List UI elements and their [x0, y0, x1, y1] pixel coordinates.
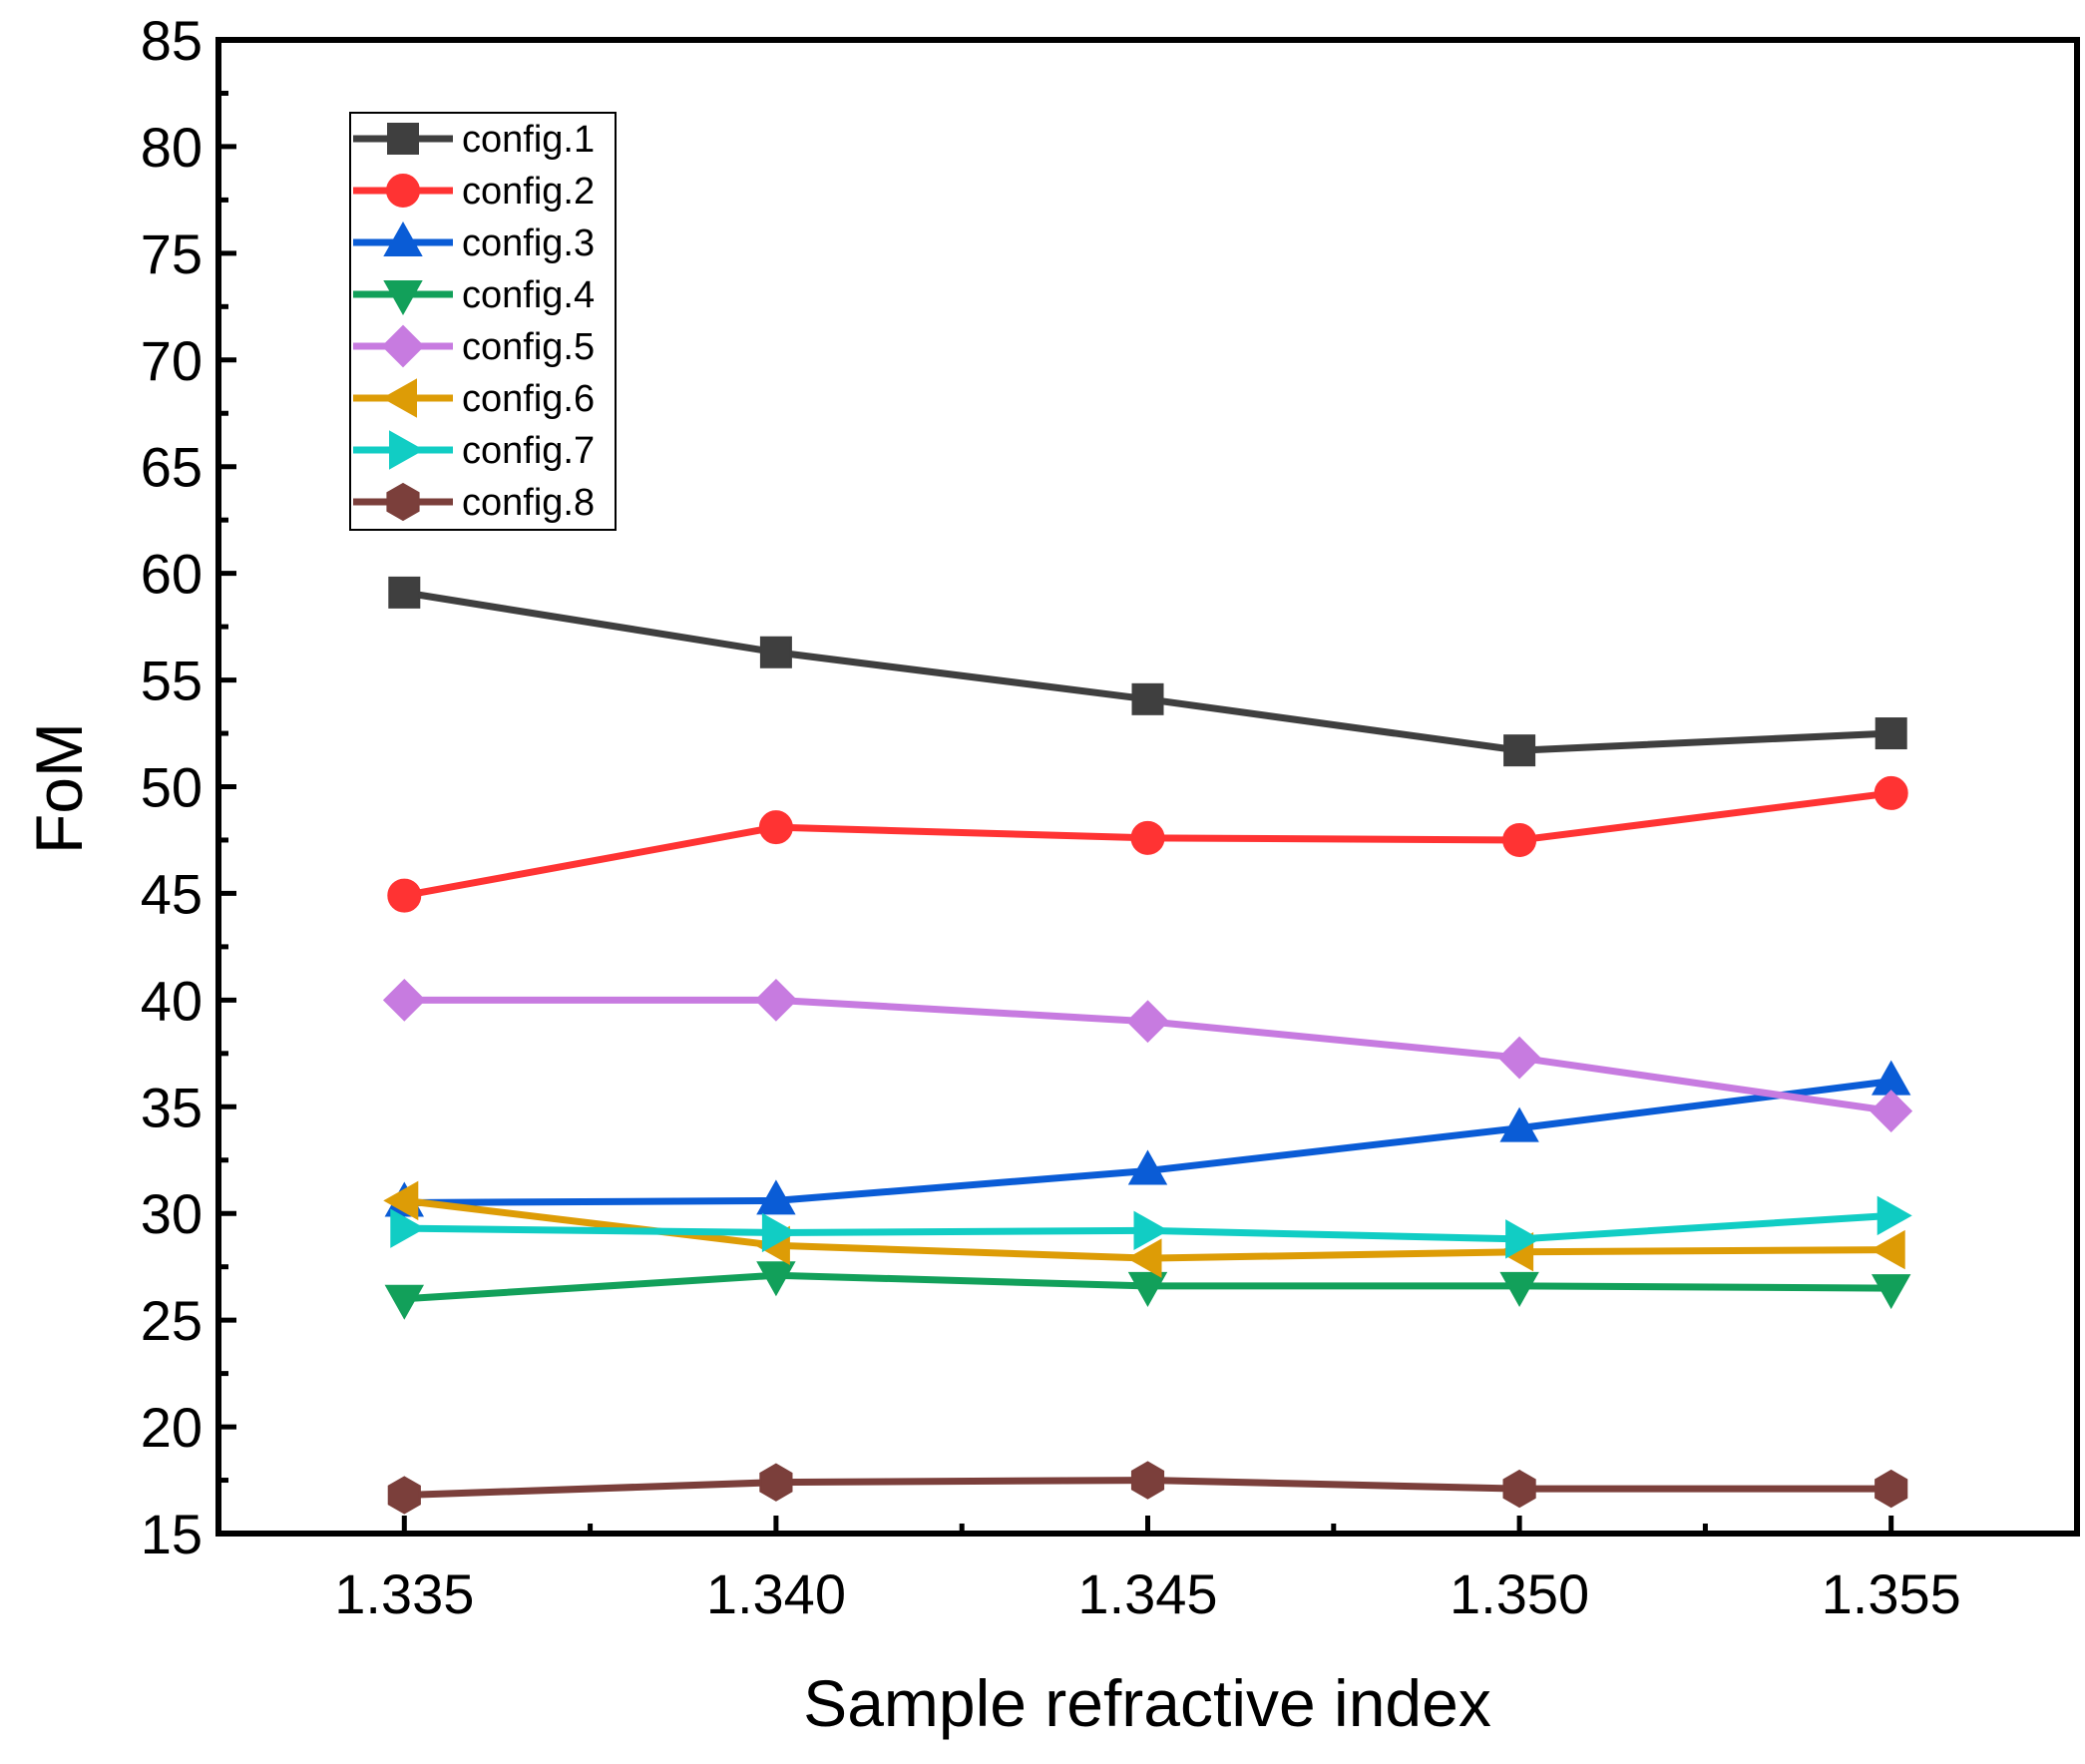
series-config-1: [388, 576, 1907, 767]
legend-marker: [386, 174, 420, 208]
plot-frame: [215, 37, 2080, 1537]
data-point: [382, 978, 426, 1022]
data-point: [1871, 1274, 1911, 1310]
legend-entry: config.3: [353, 220, 595, 264]
legend-marker: [381, 324, 425, 368]
data-point: [756, 1179, 796, 1215]
x-tick-label: 1.340: [706, 1562, 846, 1625]
data-point: [756, 1261, 796, 1297]
data-point: [1133, 1210, 1169, 1251]
series-config-8: [387, 1461, 1908, 1515]
x-tick-label: 1.355: [1822, 1562, 1961, 1625]
legend-entry: config.2: [353, 171, 595, 213]
series-config-4: [384, 1261, 1911, 1320]
legend-marker: [381, 378, 417, 418]
y-tick-label: 35: [141, 1076, 203, 1138]
data-point: [1876, 1195, 1912, 1236]
legend-entry: config.5: [353, 324, 595, 368]
data-point: [759, 1463, 793, 1502]
data-point: [1874, 775, 1908, 810]
data-point: [754, 978, 798, 1022]
y-tick-label: 30: [141, 1182, 203, 1245]
legend-label: config.6: [462, 378, 595, 420]
data-point: [387, 878, 422, 913]
data-point: [1875, 717, 1907, 750]
data-point: [1126, 1238, 1162, 1278]
data-point: [1502, 822, 1537, 857]
data-point: [1127, 1271, 1168, 1307]
data-point: [1503, 734, 1536, 767]
y-tick-label: 55: [141, 650, 203, 712]
series-config-2: [387, 775, 1908, 913]
series-config-5: [382, 978, 1913, 1132]
y-tick-label: 65: [141, 436, 203, 499]
legend-label: config.2: [462, 171, 595, 213]
data-point: [388, 576, 421, 609]
legend-entry: config.7: [353, 430, 595, 472]
data-point: [1875, 1469, 1908, 1509]
y-axis-title: FoM: [22, 722, 96, 854]
data-point: [1870, 1090, 1913, 1132]
data-point: [1130, 1461, 1165, 1500]
series-layer: [382, 576, 1913, 1515]
y-tick-label: 85: [141, 9, 203, 72]
data-point: [384, 1284, 425, 1320]
legend-entry: config.1: [353, 119, 595, 161]
y-tick-label: 60: [141, 543, 203, 606]
y-tick-label: 15: [141, 1503, 203, 1565]
x-axis-title: Sample refractive index: [803, 1666, 1491, 1740]
y-tick-label: 80: [141, 116, 203, 179]
data-point: [390, 1208, 426, 1248]
legend-label: config.4: [462, 274, 595, 316]
data-point: [1502, 1469, 1536, 1509]
legend-entry: config.8: [353, 482, 595, 524]
legend-label: config.5: [462, 326, 595, 368]
legend-marker: [386, 482, 420, 522]
data-point: [383, 1180, 419, 1221]
y-tick-label: 50: [141, 756, 203, 819]
y-tick-label: 70: [141, 329, 203, 392]
legend-marker: [387, 123, 419, 155]
data-point: [761, 1212, 797, 1253]
legend-entry: config.4: [353, 274, 595, 316]
y-tick-label: 75: [141, 222, 203, 285]
y-tick-label: 20: [141, 1396, 203, 1459]
axes-layer: 15 20 25 30 35 40 45 50 55 60 65 70 75 80 85 1.335 1.340…: [141, 9, 2080, 1625]
x-tick-label: 1.350: [1450, 1562, 1589, 1625]
legend-label: config.8: [462, 482, 595, 524]
x-tick-label: 1.345: [1077, 1562, 1217, 1625]
legend: config.1 config.2 config.3 config.4 config.5…: [349, 112, 617, 531]
data-point: [1126, 1000, 1169, 1044]
legend-marker: [383, 220, 423, 256]
legend-label: config.3: [462, 222, 595, 264]
data-point: [759, 636, 792, 668]
data-point: [1497, 1036, 1541, 1080]
legend-label: config.1: [462, 119, 595, 161]
x-tick-label: 1.335: [334, 1562, 474, 1625]
data-point: [1505, 1219, 1541, 1259]
legend-entry: config.6: [353, 378, 595, 420]
legend-marker: [389, 430, 425, 470]
data-point: [387, 1476, 421, 1515]
data-point: [1131, 682, 1164, 715]
y-tick-label: 25: [141, 1289, 203, 1352]
y-tick-label: 40: [141, 969, 203, 1032]
data-point: [1127, 1149, 1168, 1185]
data-point: [1499, 1271, 1539, 1307]
y-tick-label: 45: [141, 862, 203, 925]
legend-marker: [383, 280, 423, 316]
data-point: [1870, 1229, 1905, 1270]
data-point: [1499, 1106, 1539, 1142]
legend-label: config.7: [462, 430, 595, 472]
data-point: [1130, 820, 1165, 855]
series-config-7: [390, 1195, 1912, 1259]
data-point: [758, 810, 793, 845]
